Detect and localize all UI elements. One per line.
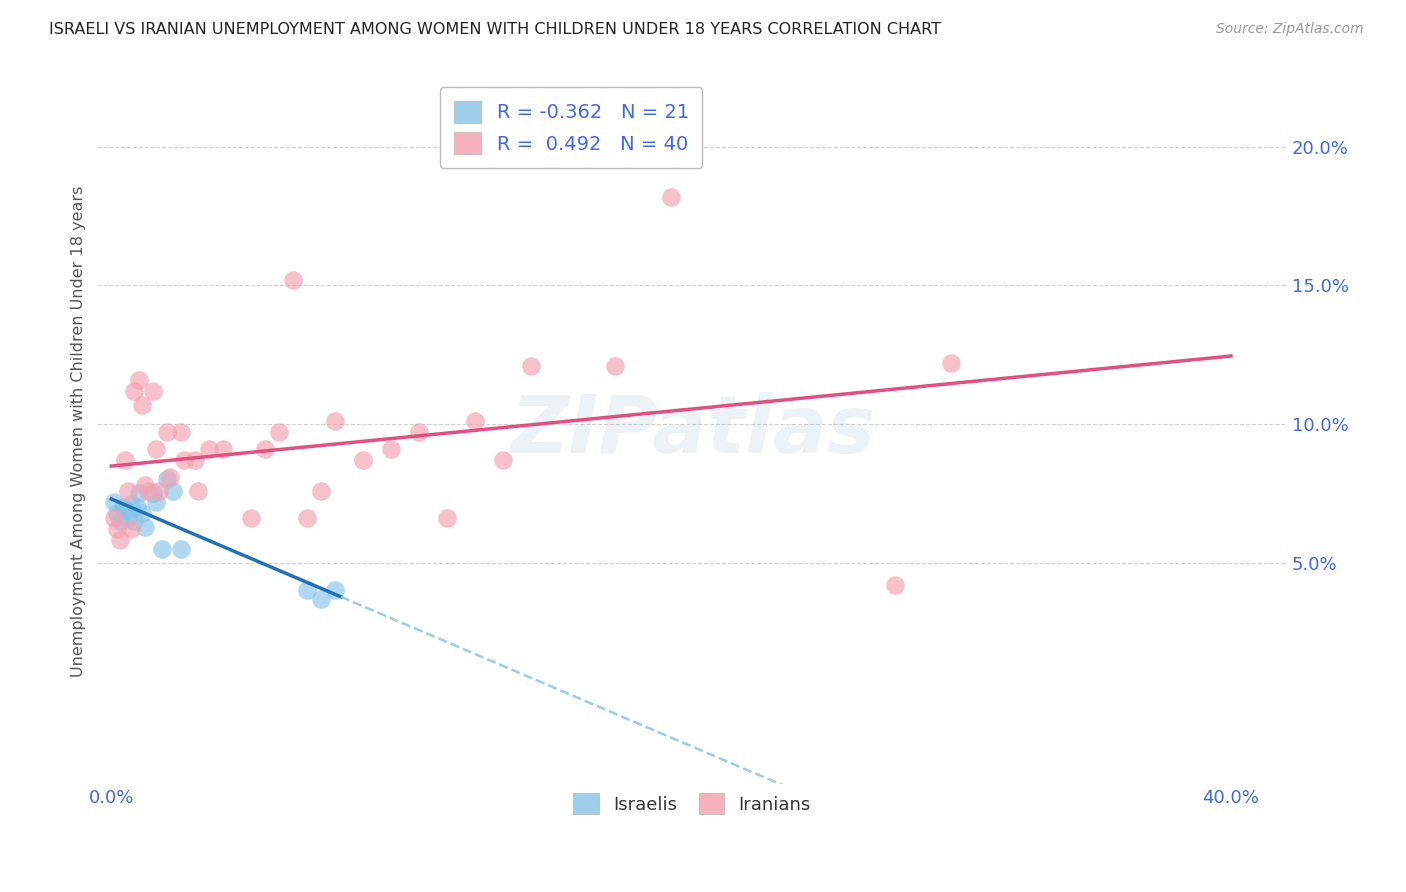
Point: [269, 425, 291, 440]
Y-axis label: Unemployment Among Women with Children Under 18 years: Unemployment Among Women with Children U…: [72, 186, 86, 677]
Point: [120, 497, 142, 511]
Point: [128, 486, 150, 500]
Point: [198, 442, 221, 456]
Point: [122, 514, 145, 528]
Point: [323, 414, 346, 428]
Point: [117, 511, 139, 525]
Point: [122, 384, 145, 398]
Point: [464, 414, 486, 428]
Point: [659, 189, 682, 203]
Point: [240, 511, 263, 525]
Point: [311, 483, 333, 498]
Point: [148, 483, 170, 498]
Point: [352, 453, 374, 467]
Point: [156, 425, 179, 440]
Point: [162, 483, 184, 498]
Point: [105, 522, 128, 536]
Point: [134, 519, 156, 533]
Point: [408, 425, 430, 440]
Point: [117, 483, 139, 498]
Point: [108, 533, 131, 548]
Point: [114, 503, 136, 517]
Point: [187, 483, 209, 498]
Point: [605, 359, 627, 373]
Point: [156, 473, 179, 487]
Point: [145, 442, 167, 456]
Point: [520, 359, 543, 373]
Point: [125, 500, 148, 515]
Point: [184, 453, 207, 467]
Point: [283, 273, 305, 287]
Point: [170, 425, 193, 440]
Point: [142, 384, 165, 398]
Point: [111, 500, 134, 515]
Point: [436, 511, 458, 525]
Point: [311, 591, 333, 606]
Point: [323, 583, 346, 598]
Text: ZIPatlas: ZIPatlas: [509, 392, 875, 470]
Point: [142, 486, 165, 500]
Point: [173, 453, 195, 467]
Point: [159, 469, 181, 483]
Text: ISRAELI VS IRANIAN UNEMPLOYMENT AMONG WOMEN WITH CHILDREN UNDER 18 YEARS CORRELA: ISRAELI VS IRANIAN UNEMPLOYMENT AMONG WO…: [49, 22, 941, 37]
Point: [492, 453, 515, 467]
Point: [939, 356, 962, 370]
Point: [114, 453, 136, 467]
Point: [131, 398, 153, 412]
Point: [297, 511, 319, 525]
Legend: Israelis, Iranians: Israelis, Iranians: [562, 782, 821, 825]
Point: [170, 541, 193, 556]
Point: [212, 442, 235, 456]
Point: [103, 511, 125, 525]
Point: [108, 514, 131, 528]
Text: Source: ZipAtlas.com: Source: ZipAtlas.com: [1216, 22, 1364, 37]
Point: [254, 442, 277, 456]
Point: [145, 494, 167, 508]
Point: [150, 541, 173, 556]
Point: [297, 583, 319, 598]
Point: [120, 522, 142, 536]
Point: [128, 373, 150, 387]
Point: [131, 506, 153, 520]
Point: [136, 483, 159, 498]
Point: [103, 494, 125, 508]
Point: [105, 506, 128, 520]
Point: [134, 478, 156, 492]
Point: [884, 578, 907, 592]
Point: [380, 442, 402, 456]
